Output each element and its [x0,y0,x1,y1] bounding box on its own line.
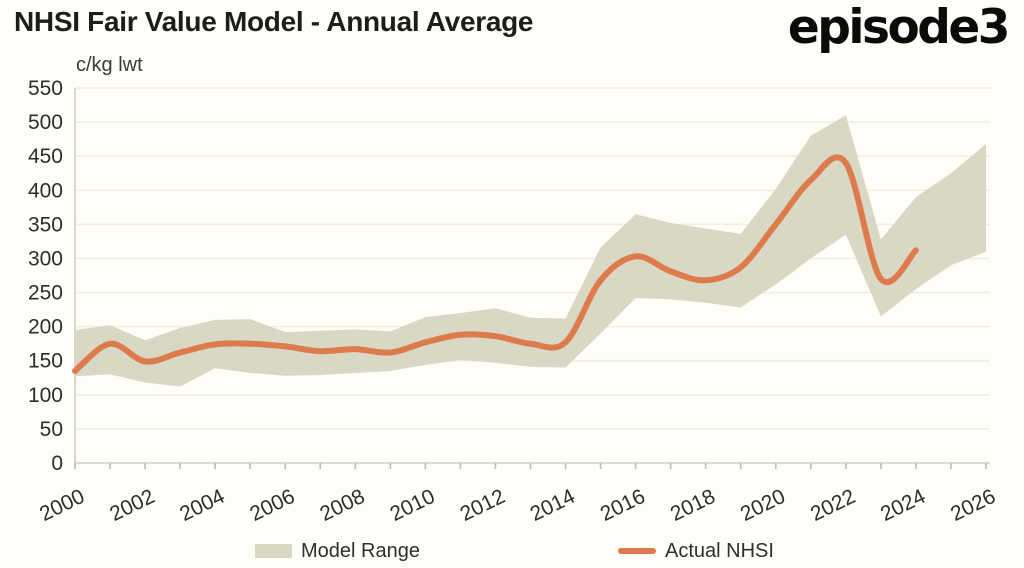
x-tick-label: 2010 [387,485,439,526]
band-swatch-icon [255,544,292,558]
legend-item-actual-nhsi: Actual NHSI [618,538,774,564]
x-tick-label: 2026 [947,485,999,526]
legend-item-model-range: Model Range [255,538,420,564]
y-tick-label: 350 [28,213,63,236]
x-tick-label: 2006 [246,485,298,526]
x-tick-label: 2004 [176,485,228,526]
y-tick-label: 550 [28,77,63,100]
x-tick-label: 2018 [667,485,719,526]
y-tick-label: 200 [28,316,63,339]
x-tick-label: 2008 [316,485,368,526]
x-tick-label: 2016 [597,485,649,526]
axis-unit-label: c/kg lwt [76,54,143,76]
x-tick-label: 2022 [807,485,859,526]
x-tick-label: 2000 [36,485,88,526]
y-tick-label: 50 [40,418,63,441]
legend-label-model-range: Model Range [301,539,420,562]
y-tick-label: 400 [28,179,63,202]
y-tick-label: 300 [28,247,63,270]
legend-label-actual-nhsi: Actual NHSI [665,539,774,562]
page-title: NHSI Fair Value Model - Annual Average [14,6,534,37]
y-tick-label: 0 [51,452,63,475]
y-tick-label: 150 [28,350,63,373]
brand-logo: episode3 [787,0,1011,55]
x-tick-label: 2020 [737,485,789,526]
actual-nhsi-line [72,154,919,374]
y-tick-label: 100 [28,384,63,407]
line-swatch-icon [618,548,656,554]
x-tick-label: 2002 [106,485,158,526]
y-tick-label: 450 [28,145,63,168]
x-tick-label: 2024 [877,485,929,526]
x-tick-label: 2012 [457,485,509,526]
y-tick-label: 500 [28,111,63,134]
x-tick-label: 2014 [527,485,579,526]
y-tick-label: 250 [28,282,63,305]
